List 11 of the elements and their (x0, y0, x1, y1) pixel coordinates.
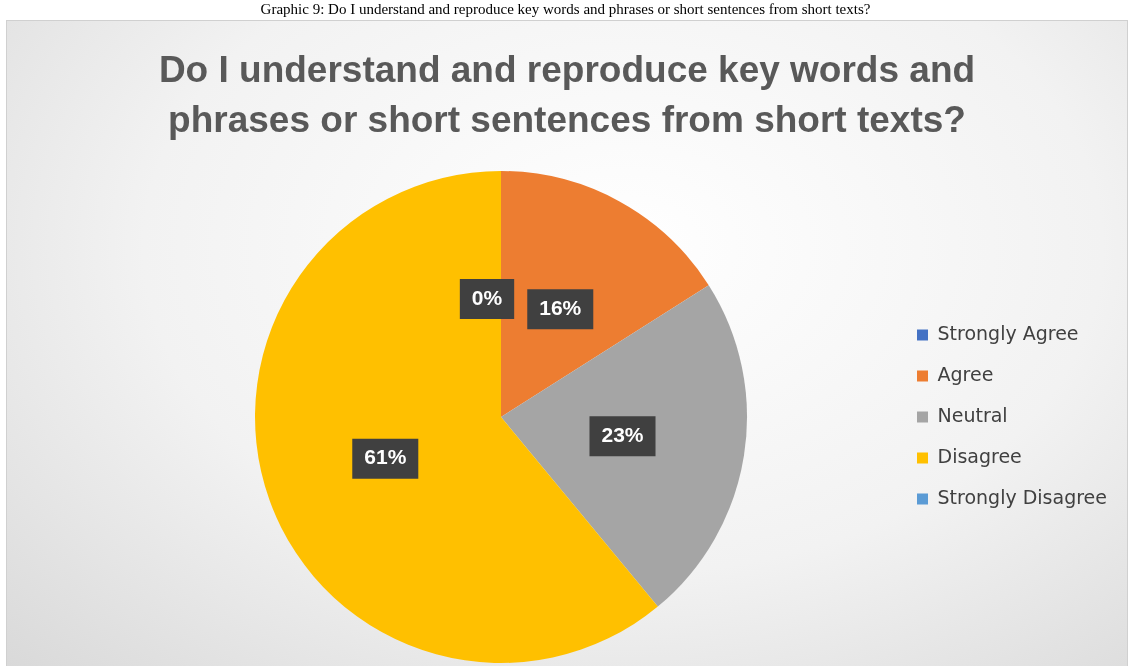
data-label: 16% (539, 296, 582, 320)
legend-label: Neutral (937, 403, 1008, 426)
legend-label: Strongly Disagree (937, 485, 1108, 508)
data-label: 23% (601, 423, 644, 447)
text: 0% (471, 285, 503, 309)
legend-label: Strongly Agree (937, 321, 1079, 344)
legend-label: Disagree (937, 444, 1022, 467)
chart-title: Do I understand and reproduce key words and phrases or short sentences from short texts? (157, 48, 977, 142)
legend-label: Agree (937, 362, 994, 385)
text: Graphic 9: Do I understand and reproduce key words and phrases or short sentences from short texts? (259, 0, 872, 18)
data-label: 61% (364, 445, 407, 469)
